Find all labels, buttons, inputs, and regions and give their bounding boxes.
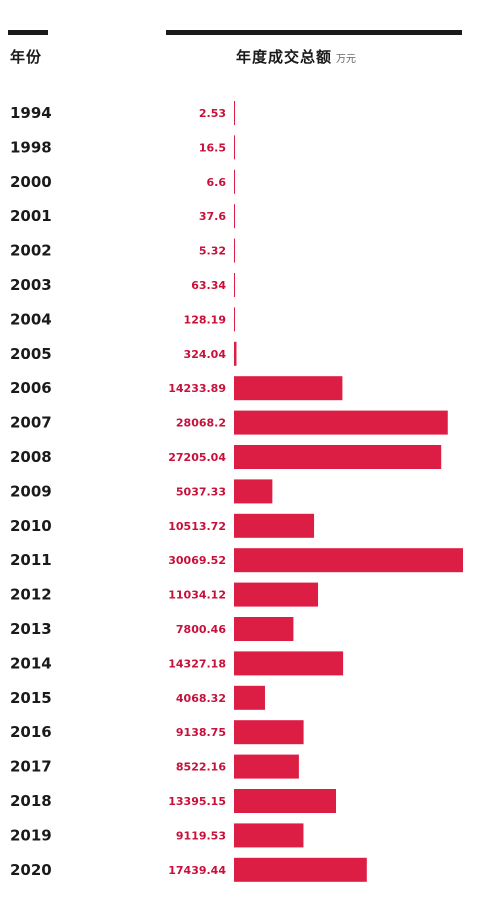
bar	[234, 617, 294, 641]
value-label: 10513.72	[168, 520, 226, 533]
bar	[234, 101, 235, 125]
header-rule-right	[166, 30, 462, 35]
bar	[234, 857, 367, 882]
year-label: 2008	[10, 448, 52, 466]
bar	[234, 273, 235, 297]
bar	[234, 135, 235, 160]
bar	[234, 651, 344, 676]
bar	[234, 238, 235, 263]
year-label: 2011	[10, 551, 52, 569]
value-label: 37.6	[199, 210, 226, 223]
bar	[234, 204, 235, 229]
bar	[234, 685, 265, 710]
value-column-title: 年度成交总额	[236, 48, 333, 66]
year-label: 2000	[10, 173, 52, 191]
value-label: 9138.75	[176, 726, 226, 739]
unit-label: 万元	[336, 54, 357, 65]
value-label: 128.19	[184, 313, 226, 326]
year-label: 2007	[10, 414, 52, 432]
bar	[234, 823, 304, 848]
bar	[234, 479, 273, 504]
bar	[234, 720, 304, 745]
bar	[234, 410, 448, 435]
value-column-header: 年度成交总额 万元	[236, 46, 356, 67]
year-label: 2019	[10, 826, 52, 844]
year-label: 2009	[10, 482, 52, 500]
value-label: 324.04	[184, 348, 227, 361]
year-label: 2017	[10, 758, 52, 776]
value-label: 2.53	[199, 107, 226, 120]
header-rule-left	[8, 30, 48, 35]
year-label: 2006	[10, 379, 52, 397]
year-label: 2016	[10, 723, 52, 741]
value-label: 4068.32	[176, 692, 226, 705]
bar	[234, 445, 442, 469]
value-label: 27205.04	[168, 451, 226, 464]
bar	[234, 582, 319, 607]
bar	[234, 169, 235, 194]
year-label: 1994	[10, 104, 52, 122]
year-label: 1998	[10, 138, 52, 156]
value-label: 5.32	[199, 245, 226, 258]
year-label: 2001	[10, 207, 52, 225]
value-label: 63.34	[191, 279, 226, 292]
year-label: 2005	[10, 345, 52, 363]
year-label: 2002	[10, 242, 52, 260]
value-label: 30069.52	[168, 554, 226, 567]
value-label: 11034.12	[168, 589, 226, 602]
bar	[234, 513, 315, 538]
year-label: 2004	[10, 310, 52, 328]
bar	[234, 307, 235, 332]
year-label: 2013	[10, 620, 52, 638]
value-label: 16.5	[199, 141, 226, 154]
year-label: 2018	[10, 792, 52, 810]
value-label: 8522.16	[176, 761, 226, 774]
year-column-header: 年份	[10, 48, 43, 66]
value-label: 7800.46	[176, 623, 226, 636]
bar	[234, 754, 299, 779]
bar	[234, 548, 463, 573]
value-label: 17439.44	[168, 864, 226, 877]
value-label: 13395.15	[168, 795, 226, 808]
year-label: 2020	[10, 861, 52, 879]
bar	[234, 789, 337, 813]
value-label: 9119.53	[176, 829, 226, 842]
year-label: 2010	[10, 517, 52, 535]
value-label: 14327.18	[168, 657, 226, 670]
year-label: 2012	[10, 586, 52, 604]
year-label: 2014	[10, 654, 52, 672]
value-label: 14233.89	[168, 382, 226, 395]
value-label: 6.6	[207, 176, 227, 189]
bar	[234, 341, 237, 366]
bar	[234, 376, 343, 401]
value-label: 5037.33	[176, 485, 226, 498]
year-label: 2003	[10, 276, 52, 294]
year-label: 2015	[10, 689, 52, 707]
value-label: 28068.2	[176, 417, 226, 430]
